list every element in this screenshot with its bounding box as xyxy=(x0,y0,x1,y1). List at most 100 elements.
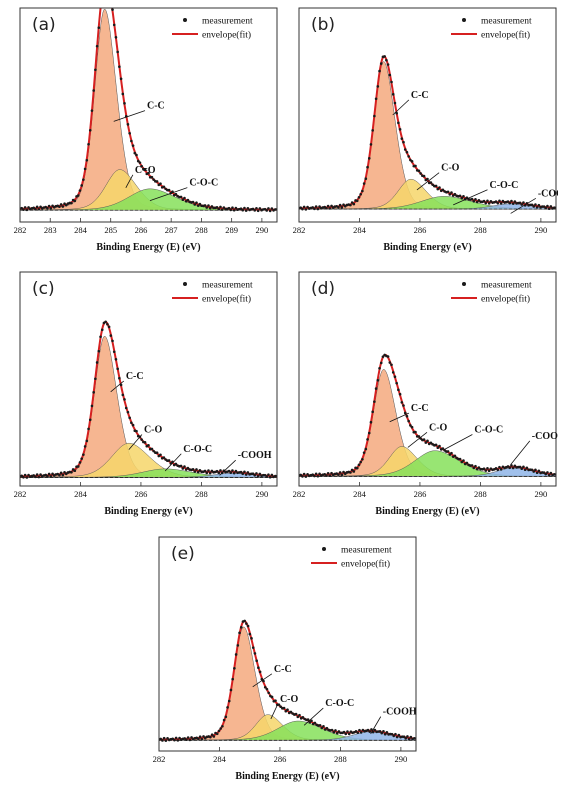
x-tick-label: 282 xyxy=(14,225,27,235)
measurement-point xyxy=(267,473,270,476)
annotation-arrow xyxy=(164,453,182,472)
measurement-point xyxy=(49,207,53,210)
measurement-point xyxy=(222,206,226,209)
measurement-point xyxy=(20,474,24,478)
measurement-point xyxy=(395,111,398,115)
measurement-point xyxy=(255,659,258,662)
plot-area xyxy=(299,55,556,211)
measurement-point xyxy=(138,161,142,164)
measurement-point xyxy=(510,199,513,203)
measurement-point xyxy=(296,715,300,719)
measurement-point xyxy=(534,203,537,206)
measurement-point xyxy=(364,177,368,180)
measurement-point xyxy=(398,392,402,396)
x-tick-label: 285 xyxy=(104,225,117,235)
x-tick-label: 286 xyxy=(414,225,427,235)
measurement-point xyxy=(82,453,85,456)
measurement-point xyxy=(87,142,90,146)
measurement-point xyxy=(174,736,178,740)
measurement-point xyxy=(143,168,147,172)
measurement-point xyxy=(195,201,198,204)
measurement-point xyxy=(330,471,333,475)
measurement-point xyxy=(403,411,407,415)
measurement-point xyxy=(482,467,486,470)
measurement-point xyxy=(426,177,429,181)
x-tick-label: 284 xyxy=(74,225,88,235)
measurement-point xyxy=(362,451,366,454)
measurement-point xyxy=(347,732,351,736)
measurement-point xyxy=(520,467,524,470)
measurement-point xyxy=(391,371,395,374)
x-tick-label: 284 xyxy=(213,754,227,764)
measurement-point xyxy=(402,404,405,407)
measurement-point xyxy=(135,153,138,157)
x-tick-label: 282 xyxy=(293,489,306,499)
measurement-point xyxy=(155,451,159,455)
measurement-point xyxy=(159,182,162,186)
measurement-point xyxy=(484,469,488,472)
measurement-point xyxy=(530,468,534,472)
x-tick-label: 288 xyxy=(334,754,347,764)
measurement-point xyxy=(121,92,125,96)
measurement-point xyxy=(357,196,361,199)
measurement-point xyxy=(460,460,464,464)
measurement-point xyxy=(499,468,503,471)
peak-label: -COOH xyxy=(383,707,417,718)
measurement-point xyxy=(255,206,258,210)
measurement-point xyxy=(373,114,376,118)
x-axis-label: Binding Energy (E) (eV) xyxy=(96,242,200,253)
measurement-point xyxy=(88,128,92,132)
measurement-point xyxy=(208,471,212,475)
measurement-point xyxy=(150,175,154,179)
peak-label: C-O xyxy=(441,163,460,174)
measurement-point xyxy=(184,468,188,471)
annotation-arrow xyxy=(453,189,488,206)
measurement-point xyxy=(400,137,404,140)
measurement-point xyxy=(203,204,207,207)
measurement-point xyxy=(310,719,313,723)
measurement-point xyxy=(306,472,309,476)
measurement-point xyxy=(518,465,522,469)
x-tick-label: 288 xyxy=(195,225,208,235)
measurement-point xyxy=(316,474,320,478)
measurement-point xyxy=(244,473,248,476)
measurement-point xyxy=(25,476,29,479)
measurement-point xyxy=(380,731,384,735)
measurement-point xyxy=(378,366,381,370)
measurement-point xyxy=(482,199,486,203)
measurement-point xyxy=(376,85,380,88)
measurement-point xyxy=(34,207,37,211)
measurement-point xyxy=(385,58,388,62)
x-tick-label: 284 xyxy=(74,489,88,499)
plot-area xyxy=(159,619,416,742)
measurement-point xyxy=(258,670,262,674)
measurement-point xyxy=(203,469,207,473)
measurement-point xyxy=(511,202,515,205)
measurement-point xyxy=(87,427,90,431)
xps-panel-e: 282 284 286 288 290 Binding Energy (E) (eV) (e… xyxy=(153,536,417,782)
measurement-point xyxy=(130,421,133,425)
measurement-point xyxy=(270,207,274,210)
legend-measurement-marker xyxy=(462,18,466,22)
measurement-point xyxy=(304,475,308,478)
measurement-point xyxy=(369,143,373,146)
measurement-point xyxy=(362,182,366,185)
measurement-point xyxy=(83,445,87,448)
measurement-point xyxy=(494,467,498,470)
measurement-point xyxy=(359,460,362,464)
plot-frame xyxy=(158,536,417,752)
measurement-point xyxy=(80,457,83,460)
measurement-point xyxy=(152,178,155,181)
measurement-point xyxy=(458,194,462,198)
measurement-point xyxy=(253,209,257,212)
measurement-point xyxy=(410,425,414,429)
measurement-point xyxy=(63,471,66,474)
measurement-point xyxy=(39,473,42,476)
measurement-point xyxy=(162,456,166,459)
measurement-point xyxy=(219,469,222,472)
measurement-point xyxy=(229,688,233,692)
measurement-point xyxy=(402,140,405,144)
measurement-point xyxy=(70,201,73,205)
measurement-point xyxy=(248,632,252,636)
measurement-point xyxy=(431,183,434,186)
